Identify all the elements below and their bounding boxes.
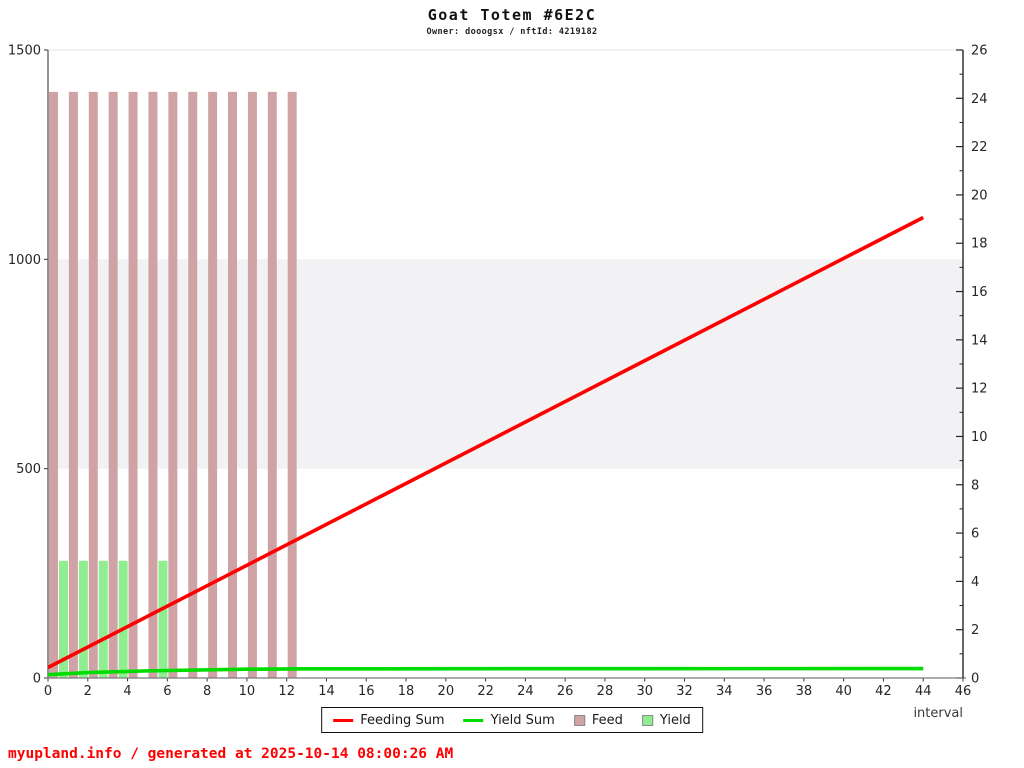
chart-legend: Feeding Sum Yield Sum Feed Yield [321, 707, 703, 733]
legend-label: Feed [591, 712, 623, 728]
x-tick-label: 26 [557, 684, 574, 699]
yield-bar [158, 560, 168, 678]
feeding-sum-line [47, 215, 925, 670]
legend-swatch-line [463, 718, 484, 722]
x-tick-label: 2 [84, 684, 92, 699]
right-tick-label: 4 [971, 575, 979, 590]
x-tick-label: 18 [398, 684, 415, 699]
yield-bar [59, 560, 68, 678]
feed-bar [148, 91, 158, 678]
feed-bar [287, 91, 297, 678]
left-tick-label: 1500 [8, 44, 41, 59]
x-tick-label: 40 [835, 684, 852, 699]
x-tick-label: 42 [875, 684, 892, 699]
x-tick-label: 8 [203, 684, 211, 699]
right-tick-label: 24 [971, 92, 988, 107]
right-tick-label: 22 [971, 140, 988, 155]
reference-band [48, 259, 963, 469]
x-tick-label: 22 [477, 684, 494, 699]
x-tick-label: 38 [796, 684, 813, 699]
chart-plot: 0 2 4 6 8 10 12 14 16 18 20 22 24 26 28 30 32 34 36 38 40 42 4… [8, 44, 988, 700]
feed-bar [68, 91, 78, 678]
feed-bar [208, 91, 218, 678]
right-tick-label: 2 [971, 623, 979, 638]
x-tick-label: 46 [955, 684, 972, 699]
left-tick-label: 500 [16, 462, 41, 477]
x-tick-label: 32 [676, 684, 693, 699]
x-tick-label: 0 [44, 684, 52, 699]
legend-label: Feeding Sum [360, 712, 445, 728]
right-tick-label: 10 [971, 430, 988, 445]
right-tick-label: 20 [971, 188, 988, 203]
feed-bar [168, 91, 178, 678]
legend-item-yield: Yield [641, 712, 691, 728]
x-tick-label: 10 [239, 684, 256, 699]
left-tick-label: 1000 [8, 253, 41, 268]
feed-bar [188, 91, 198, 678]
right-tick-label: 0 [971, 672, 979, 687]
x-tick-label: 14 [318, 684, 335, 699]
yield-bar [118, 560, 128, 678]
feed-bar [128, 91, 138, 678]
x-tick-label: 36 [756, 684, 773, 699]
x-tick-label: 4 [123, 684, 131, 699]
x-tick-label: 6 [163, 684, 171, 699]
right-tick-label: 6 [971, 527, 979, 542]
yield-bar [78, 560, 88, 678]
feed-bar [247, 91, 257, 678]
yield-bars [59, 560, 168, 678]
x-tick-label: 44 [915, 684, 932, 699]
feed-bar [228, 91, 238, 678]
right-tick-label: 12 [971, 382, 988, 397]
right-tick-label: 14 [971, 333, 988, 348]
yield-sum-line [47, 666, 924, 677]
footer-note: myupland.info / generated at 2025-10-14 … [8, 746, 454, 762]
feed-bar [267, 91, 277, 678]
right-tick-label: 8 [971, 478, 979, 493]
right-tick-label: 26 [971, 44, 988, 59]
x-axis-title: interval [913, 706, 963, 721]
legend-swatch-line [333, 718, 354, 722]
legend-swatch-square [573, 714, 585, 726]
right-tick-label: 18 [971, 237, 988, 252]
x-tick-label: 24 [517, 684, 534, 699]
legend-swatch-square [641, 714, 653, 726]
feed-bar [49, 91, 58, 678]
legend-item-yield-sum: Yield Sum [463, 712, 555, 728]
x-tick-label: 20 [438, 684, 455, 699]
x-tick-label: 28 [597, 684, 614, 699]
feed-bar [108, 91, 118, 678]
legend-label: Yield [659, 712, 691, 728]
legend-label: Yield Sum [490, 712, 555, 728]
x-tick-label: 16 [358, 684, 375, 699]
chart-title: Goat Totem #6E2C [427, 6, 597, 24]
feed-bar [88, 91, 98, 678]
x-tick-label: 34 [716, 684, 733, 699]
chart-subtitle: Owner: dooogsx / nftId: 4219182 [426, 27, 598, 37]
x-tick-label: 12 [278, 684, 295, 699]
legend-item-feed: Feed [573, 712, 623, 728]
feed-bars [49, 91, 297, 678]
left-tick-label: 0 [33, 672, 41, 687]
legend-item-feeding-sum: Feeding Sum [333, 712, 445, 728]
yield-bar [98, 560, 108, 678]
right-tick-label: 16 [971, 285, 988, 300]
x-tick-label: 30 [636, 684, 653, 699]
